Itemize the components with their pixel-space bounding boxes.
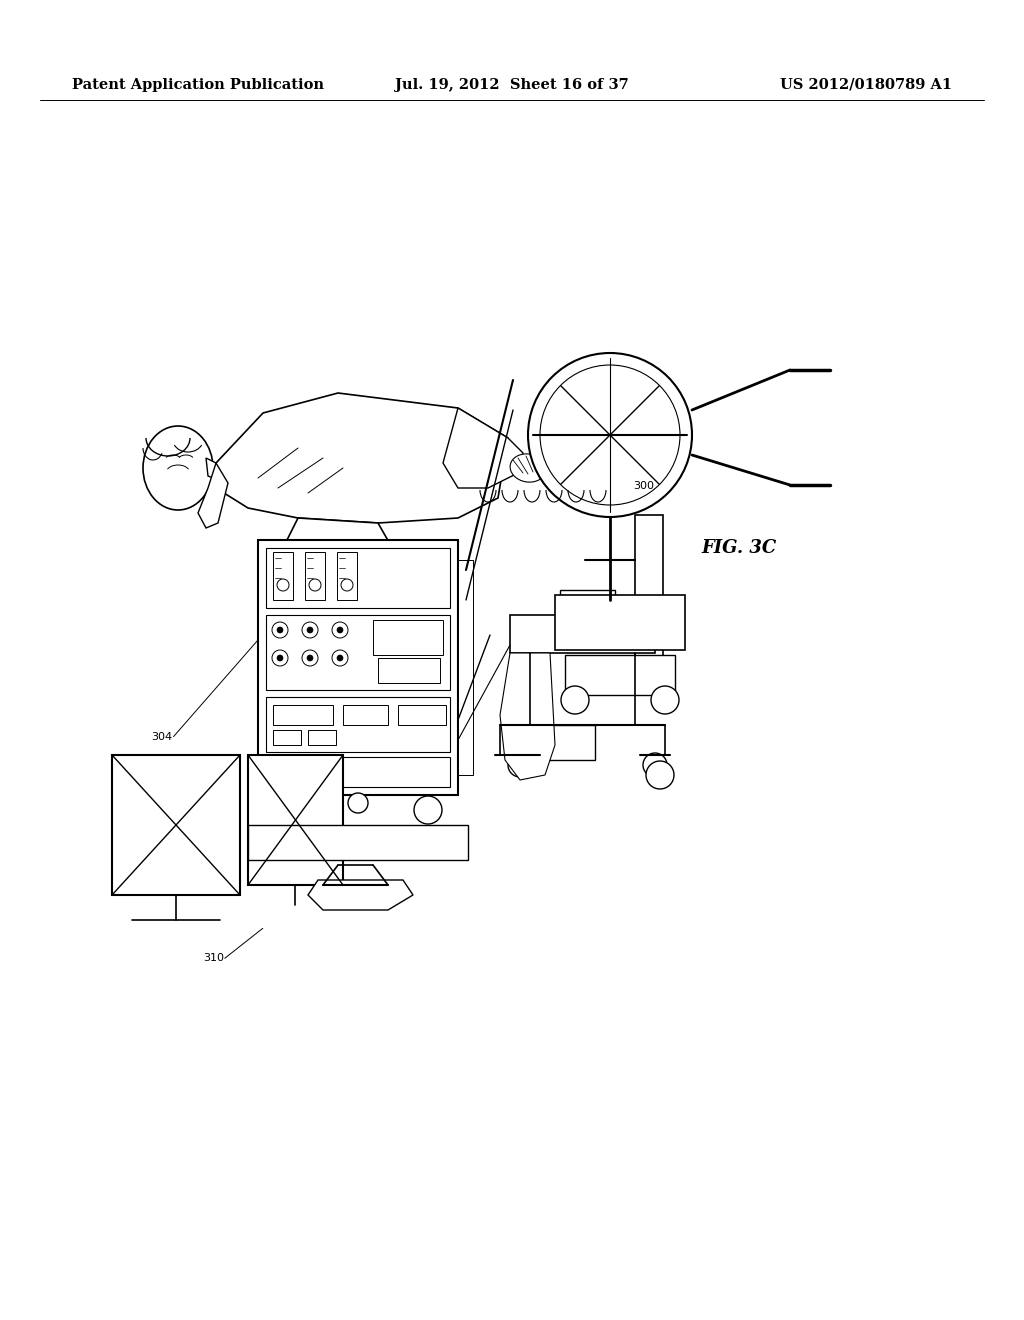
- Bar: [273, 552, 293, 601]
- Text: 300: 300: [633, 480, 654, 491]
- Text: Patent Application Publication: Patent Application Publication: [72, 78, 324, 92]
- Bar: [398, 705, 446, 725]
- Circle shape: [528, 352, 692, 517]
- Polygon shape: [353, 609, 398, 713]
- Polygon shape: [278, 517, 398, 628]
- Bar: [560, 590, 615, 622]
- Polygon shape: [198, 463, 228, 528]
- Circle shape: [278, 627, 283, 634]
- Bar: [308, 730, 336, 744]
- Bar: [248, 755, 343, 884]
- Circle shape: [643, 752, 667, 777]
- Bar: [273, 730, 301, 744]
- Bar: [337, 552, 357, 601]
- Circle shape: [348, 793, 368, 813]
- Text: US 2012/0180789 A1: US 2012/0180789 A1: [780, 78, 952, 92]
- Circle shape: [646, 762, 674, 789]
- Polygon shape: [500, 653, 555, 780]
- Circle shape: [309, 579, 321, 591]
- Bar: [510, 615, 655, 653]
- Ellipse shape: [143, 426, 213, 510]
- Bar: [273, 705, 333, 725]
- Bar: [266, 697, 450, 752]
- Bar: [458, 560, 473, 775]
- Bar: [378, 657, 440, 682]
- Bar: [266, 615, 450, 690]
- Polygon shape: [308, 880, 413, 909]
- Bar: [112, 755, 240, 895]
- Circle shape: [337, 627, 343, 634]
- Bar: [305, 552, 325, 601]
- Circle shape: [341, 579, 353, 591]
- Circle shape: [278, 579, 289, 591]
- Circle shape: [414, 796, 442, 824]
- Circle shape: [337, 655, 343, 661]
- Bar: [635, 515, 663, 675]
- Text: 304: 304: [152, 731, 173, 742]
- Text: FIG. 3C: FIG. 3C: [701, 539, 776, 557]
- Text: 310: 310: [203, 953, 224, 964]
- Polygon shape: [273, 598, 323, 708]
- Text: Jul. 19, 2012  Sheet 16 of 37: Jul. 19, 2012 Sheet 16 of 37: [395, 78, 629, 92]
- Polygon shape: [206, 458, 218, 480]
- Bar: [266, 756, 450, 787]
- Polygon shape: [443, 408, 523, 488]
- Circle shape: [307, 655, 313, 661]
- Bar: [565, 655, 675, 696]
- Circle shape: [561, 686, 589, 714]
- Bar: [266, 548, 450, 609]
- Bar: [555, 595, 685, 649]
- Circle shape: [274, 796, 302, 824]
- Bar: [545, 725, 595, 760]
- Circle shape: [278, 655, 283, 661]
- Bar: [343, 705, 388, 725]
- Bar: [248, 825, 468, 861]
- Circle shape: [307, 627, 313, 634]
- Polygon shape: [216, 393, 508, 523]
- Circle shape: [508, 752, 532, 777]
- Circle shape: [651, 686, 679, 714]
- Bar: [258, 540, 458, 795]
- Ellipse shape: [510, 454, 546, 482]
- Bar: [373, 620, 443, 655]
